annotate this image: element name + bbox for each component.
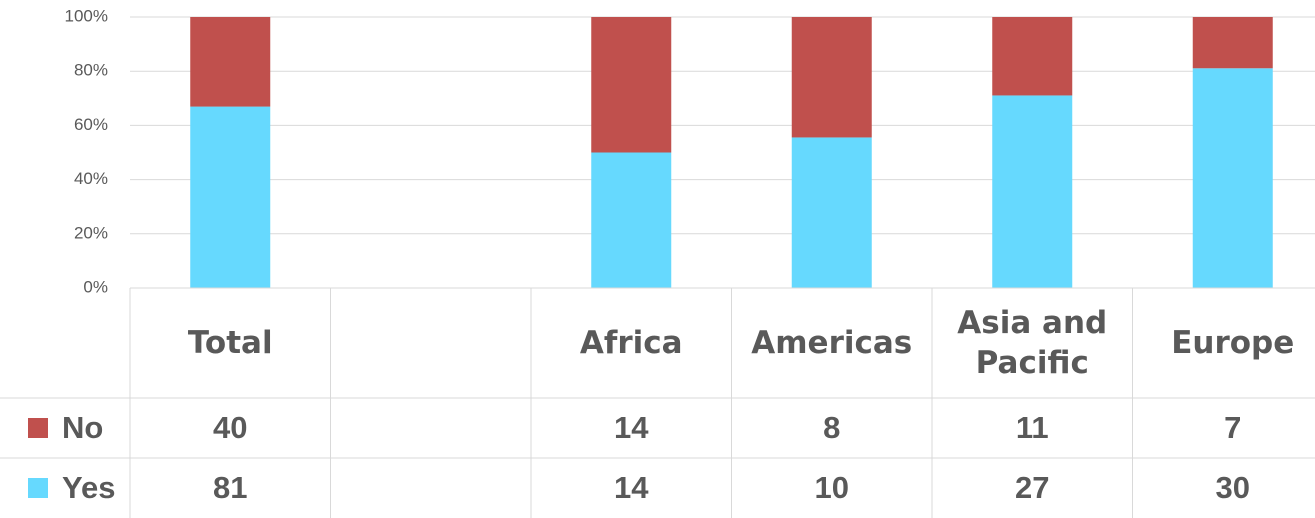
- category-cell: Total: [187, 324, 273, 361]
- table-value: 27: [1015, 470, 1049, 505]
- legend-key: [28, 418, 48, 438]
- table-value: 81: [213, 470, 247, 505]
- x-tick-label: Total: [187, 324, 273, 361]
- bar-segment: [1192, 17, 1273, 69]
- table-value: 8: [823, 410, 840, 445]
- bar-segment: [591, 152, 672, 288]
- y-tick-label: 100%: [65, 6, 108, 25]
- bar-segment: [791, 17, 872, 138]
- table-value: 11: [1016, 410, 1049, 445]
- bar-segment: [591, 17, 672, 153]
- legend-label: No: [62, 410, 103, 445]
- bar-segment: [190, 106, 271, 288]
- category-cell: Americas: [751, 324, 913, 361]
- legend-label: Yes: [62, 470, 115, 505]
- category-cell: Africa: [579, 324, 683, 361]
- y-tick-label: 0%: [83, 277, 108, 296]
- x-tick-label: Americas: [751, 324, 913, 361]
- x-tick-label: Africa: [579, 324, 683, 361]
- table-value: 14: [614, 470, 649, 505]
- table-value: 7: [1224, 410, 1241, 445]
- x-tick-label: Europe: [1171, 324, 1295, 361]
- y-tick-label: 60%: [74, 115, 108, 134]
- y-tick-label: 40%: [74, 169, 108, 188]
- table-value: 10: [815, 470, 849, 505]
- x-tick-label: Asia and Pacific: [957, 304, 1108, 381]
- legend-key: [28, 478, 48, 498]
- category-cell: Europe: [1171, 324, 1295, 361]
- bar-segment: [190, 17, 271, 107]
- table-value: 30: [1216, 470, 1250, 505]
- bar-segment: [992, 95, 1073, 289]
- y-tick-label: 80%: [74, 61, 108, 80]
- y-tick-label: 20%: [74, 223, 108, 242]
- bar-segment: [791, 137, 872, 288]
- table-value: 14: [614, 410, 649, 445]
- bar-segment: [1192, 68, 1273, 289]
- table-value: 40: [213, 410, 247, 445]
- bar-segment: [992, 17, 1073, 96]
- category-cell: Asia and Pacific: [957, 304, 1108, 381]
